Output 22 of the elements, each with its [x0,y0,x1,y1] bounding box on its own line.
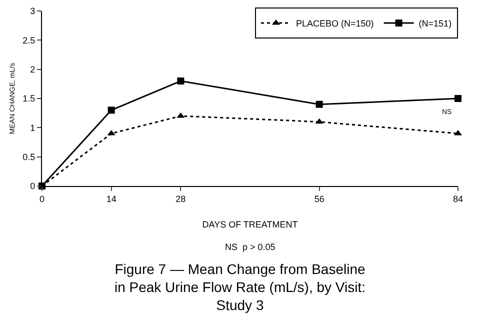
x-tick-label: 0 [39,194,45,204]
y-tick-label: 1 [30,122,36,133]
x-axis-title: DAYS OF TREATMENT [202,220,298,230]
y-tick-label: 0.5 [22,152,36,162]
point [454,95,462,102]
point [315,118,324,124]
x-tick-label: 56 [314,194,324,204]
x-tick-label: 28 [176,194,186,204]
x-tick-label: 84 [452,194,464,204]
point [108,106,115,114]
y-tick-label: 3 [30,6,36,16]
y-tick-label: 2 [30,64,36,74]
y-tick-label: 1.5 [22,94,36,104]
y-tick-label: 2.5 [22,35,36,46]
legend-label: PLACEBO (N=150) [296,18,374,29]
legend-label: (N=151) [418,18,452,29]
text: NS p > 0.05 [225,242,276,252]
y-tick-label: 0 [30,181,36,192]
x-tick-label: 14 [106,194,116,204]
point [316,100,323,108]
text: Figure 7 — Mean Change from Baseline in Peak Urine Flow Rate (mL/s), by Visit: Study 3 [114,260,366,314]
point [177,78,184,84]
